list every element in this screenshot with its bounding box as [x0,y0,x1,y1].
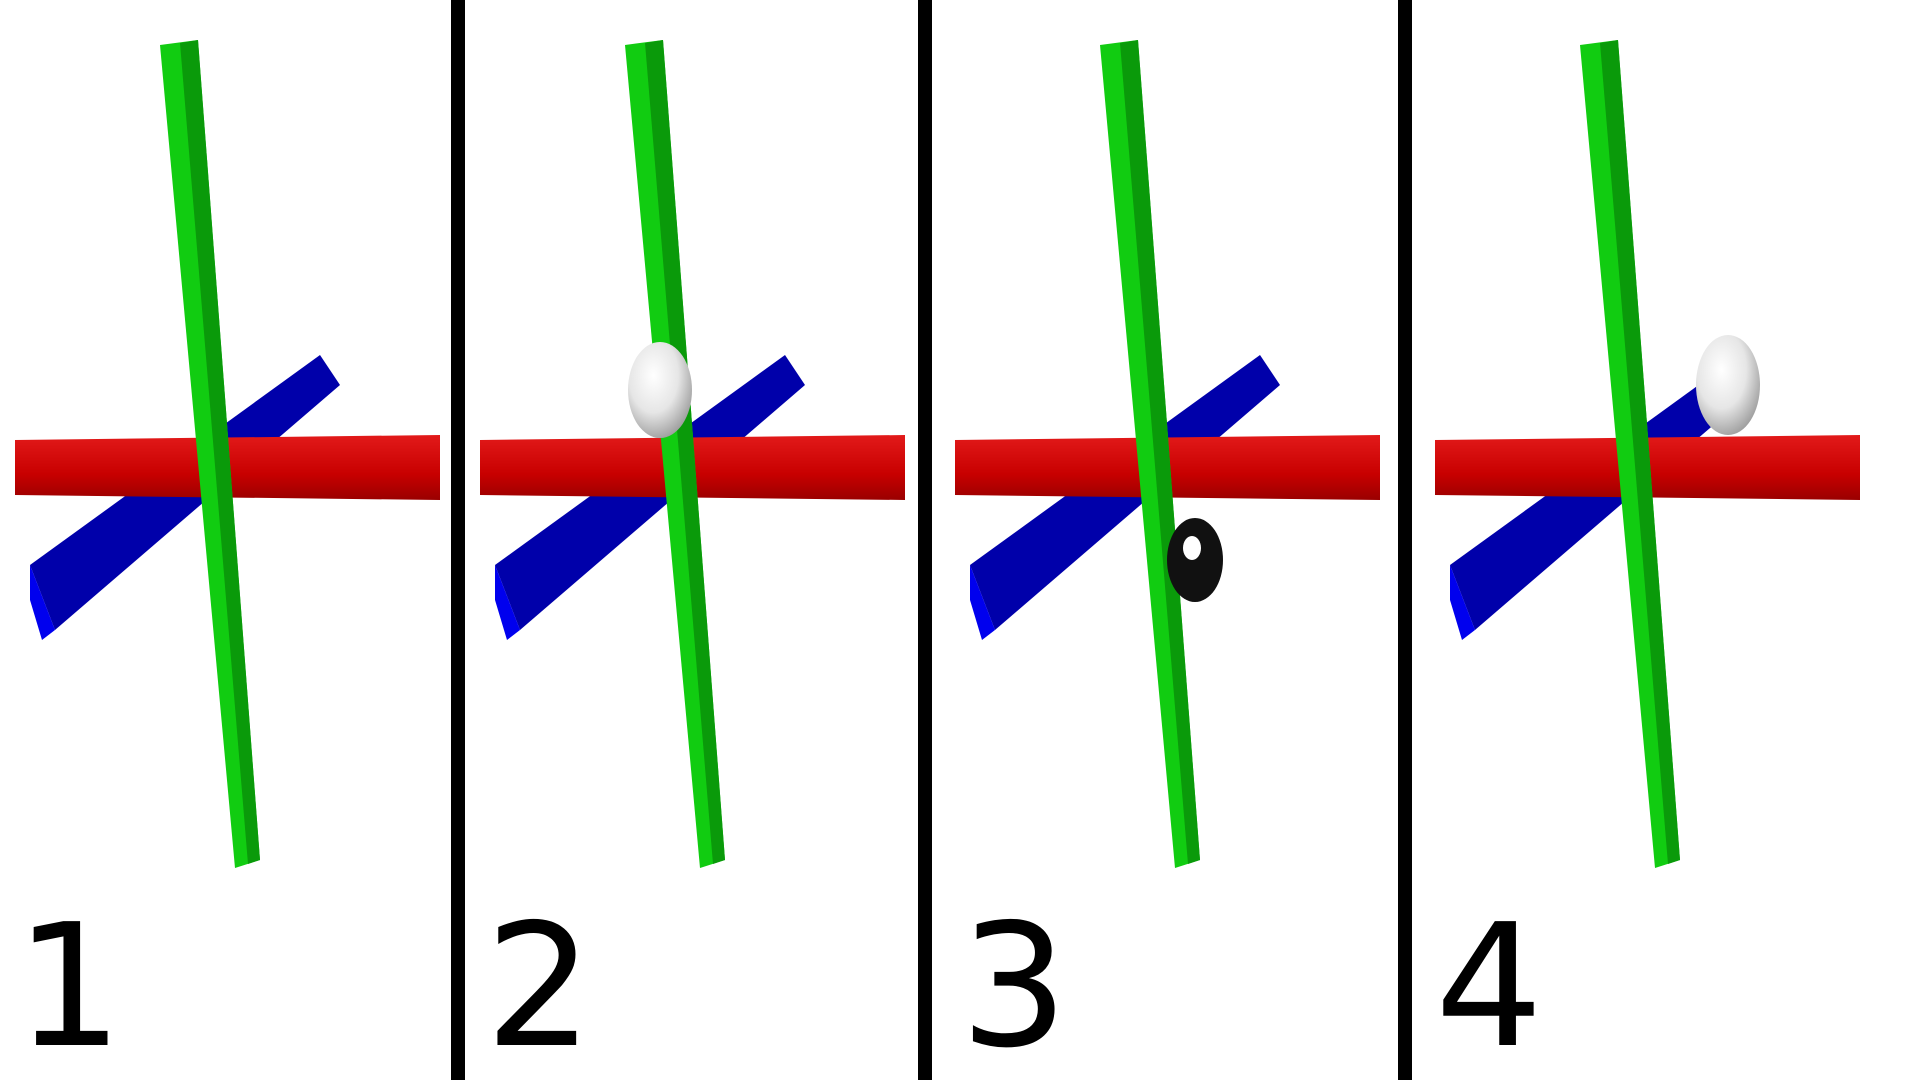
white-sphere-marker [628,342,692,438]
z-axis-bar-end [495,565,520,640]
z-axis-bar-end [30,565,55,640]
panel-label: 1 [15,888,123,1080]
panel-4: 4 [1435,40,1860,1080]
y-axis-shade [645,40,725,864]
y-axis-shade [1600,40,1680,864]
axes-triad [955,40,1380,868]
y-axis-shade [180,40,260,864]
black-sphere-marker [1167,518,1223,602]
axes-triad [480,40,905,868]
panel-3: 3 [955,40,1380,1080]
axes-triad [1435,40,1860,868]
z-axis-bar-end [970,565,995,640]
panel-label: 2 [485,888,593,1080]
panel-2: 2 [480,40,905,1080]
panel-1: 1 [15,40,440,1080]
z-axis-bar-end [1450,565,1475,640]
panel-label: 4 [1435,888,1543,1080]
white-sphere-marker [1696,335,1760,435]
axes-triad [15,40,440,868]
y-axis-shade [1120,40,1200,864]
panel-label: 3 [960,888,1068,1080]
